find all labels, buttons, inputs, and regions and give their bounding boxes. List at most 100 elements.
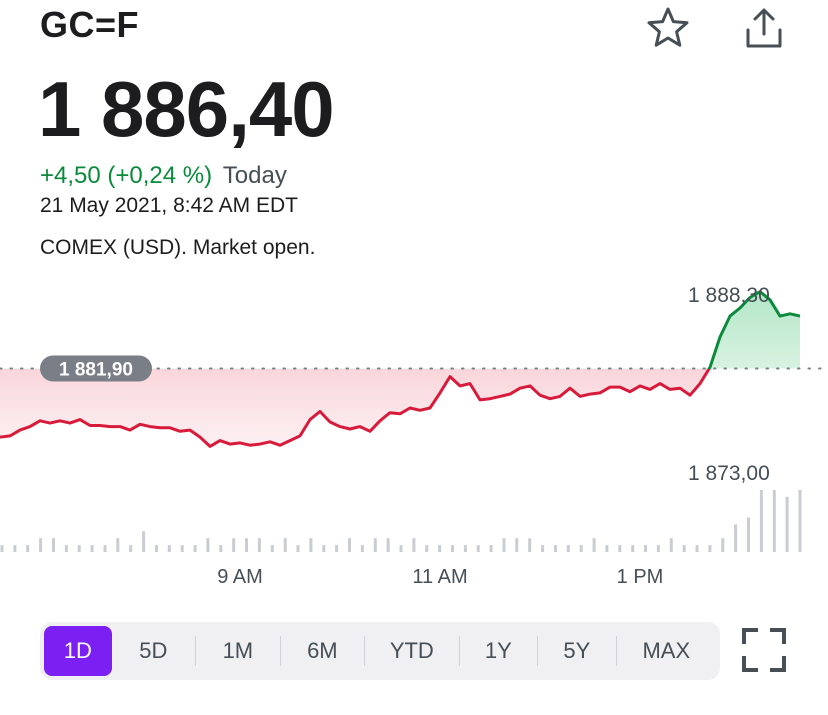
volume-bar — [232, 538, 236, 552]
volume-bar — [77, 545, 81, 552]
volume-bar — [116, 538, 120, 552]
volume-bar — [785, 496, 789, 552]
volume-bar — [798, 490, 802, 552]
star-icon — [647, 7, 689, 47]
volume-bar — [412, 538, 416, 552]
volume-bar — [463, 545, 467, 552]
x-axis-labels: 9 AM 11 AM 1 PM — [217, 566, 663, 588]
volume-bar — [206, 538, 210, 552]
range-5y-button[interactable]: 5Y — [563, 638, 591, 663]
range-separator — [537, 636, 539, 666]
volume-bar — [669, 538, 673, 552]
price-line-below — [0, 369, 711, 448]
volume-bar — [309, 538, 313, 552]
volume-bar — [52, 538, 55, 552]
y-axis-labels: 1 888,30 1 873,00 — [688, 284, 770, 485]
fullscreen-icon — [742, 628, 786, 672]
volume-bar — [39, 538, 43, 552]
volume-bar — [489, 545, 493, 552]
volume-bar — [759, 490, 763, 552]
volume-bar — [283, 538, 287, 552]
volume-bar — [245, 538, 248, 552]
volume-bar — [515, 538, 519, 552]
range-1y-button[interactable]: 1Y — [484, 638, 512, 663]
ticker-symbol: GC=F — [40, 4, 140, 45]
range-separator — [195, 636, 197, 666]
x-tick-label: 11 AM — [412, 566, 467, 588]
price-change: +4,50 (+0,24 %) — [40, 162, 213, 189]
volume-bar — [438, 545, 442, 552]
volume-bar — [0, 545, 4, 552]
volume-bar — [360, 545, 364, 552]
volume-bar — [90, 545, 94, 552]
change-period-label: Today — [222, 162, 287, 189]
y-tick-label: 1 888,30 — [688, 284, 770, 307]
previous-close-label: 1 881,90 — [59, 359, 133, 380]
range-ytd-button[interactable]: YTD — [389, 638, 434, 663]
range-separator — [458, 636, 460, 666]
volume-bar — [64, 545, 68, 552]
volume-bar — [528, 538, 532, 552]
volume-bar — [644, 545, 647, 552]
volume-bar — [708, 545, 712, 552]
volume-bar — [721, 538, 725, 552]
range-separator — [279, 636, 281, 666]
volume-bar — [193, 545, 197, 552]
volume-bar — [425, 545, 429, 552]
volume-bar — [541, 545, 545, 552]
previous-close-badge: 1 881,90 — [40, 355, 152, 382]
price-change-row: +4,50 (+0,24 %) Today — [40, 162, 287, 190]
volume-bar — [592, 538, 596, 552]
volume-bar — [219, 545, 223, 552]
range-1d-button[interactable]: 1D — [44, 626, 112, 676]
range-separator — [615, 636, 617, 666]
area-fill — [0, 291, 800, 447]
volume-bar — [579, 545, 583, 552]
range-5d-button[interactable]: 5D — [139, 638, 168, 663]
area-fill-below — [0, 369, 709, 447]
volume-bar — [695, 545, 699, 552]
price-line — [0, 290, 801, 448]
volume-bar — [129, 545, 133, 552]
volume-bar — [13, 545, 17, 552]
volume-bar — [682, 545, 686, 552]
price-chart: 1 881,90 1 888,30 1 873,00 9 AM 11 AM 1 PM — [0, 0, 828, 600]
x-tick-label: 1 PM — [617, 566, 664, 588]
volume-bar — [618, 545, 622, 552]
area-fill-above — [0, 291, 800, 369]
volume-bar — [566, 545, 570, 552]
volume-bar — [656, 545, 660, 552]
y-tick-label: 1 873,00 — [688, 462, 770, 485]
volume-bar — [322, 545, 326, 552]
volume-bar — [386, 538, 390, 552]
volume-bar — [103, 545, 107, 552]
volume-bar — [270, 545, 274, 552]
share-button[interactable] — [736, 0, 792, 56]
volume-bar — [554, 545, 557, 552]
range-1m-button[interactable]: 1M — [222, 638, 254, 663]
volume-bar — [399, 545, 403, 552]
current-price: 1 886,40 — [38, 65, 335, 153]
volume-bar — [747, 517, 750, 552]
range-max-button[interactable]: MAX — [642, 638, 691, 663]
fullscreen-button[interactable] — [738, 624, 790, 676]
volume-bar — [26, 545, 30, 552]
quote-timestamp: 21 May 2021, 8:42 AM EDT — [40, 194, 298, 217]
volume-bar — [605, 545, 609, 552]
range-6m-button[interactable]: 6M — [307, 638, 338, 663]
range-separator — [364, 636, 366, 666]
range-selector: 1D 5D 1M 6M YTD 1Y 5Y MAX — [40, 622, 720, 680]
volume-bar — [142, 531, 146, 552]
x-tick-label: 9 AM — [217, 566, 263, 588]
volume-bar — [734, 524, 738, 552]
watchlist-star-button[interactable] — [640, 0, 696, 56]
volume-bar — [476, 545, 480, 552]
volume-bar — [502, 538, 506, 552]
share-icon — [746, 8, 782, 48]
volume-bar — [631, 545, 635, 552]
price-chart-svg[interactable]: 1 881,90 1 888,30 1 873,00 9 AM 11 AM 1 PM — [0, 0, 828, 600]
volume-bar — [348, 538, 351, 552]
volume-bar — [451, 545, 454, 552]
volume-bars — [0, 490, 802, 552]
volume-bar — [155, 545, 158, 552]
